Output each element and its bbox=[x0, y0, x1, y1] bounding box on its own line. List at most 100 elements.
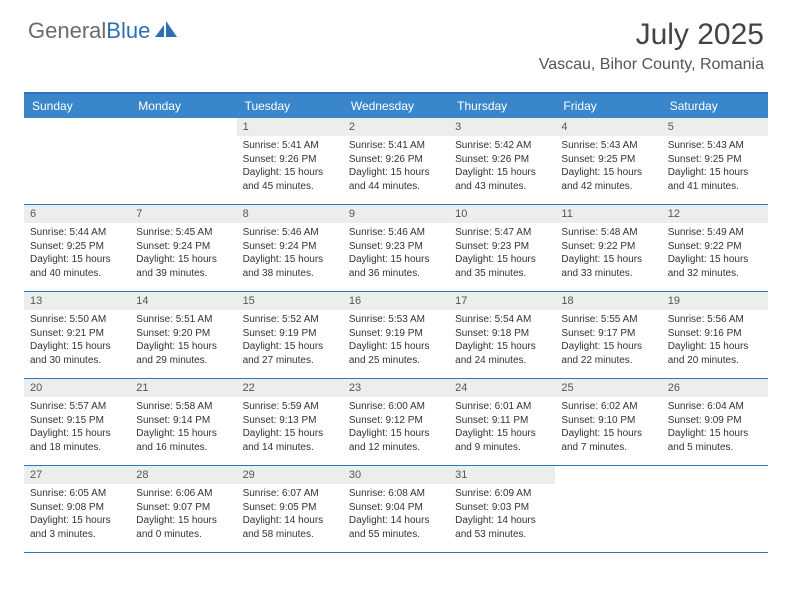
daylight-text: Daylight: 15 hours and 5 minutes. bbox=[668, 427, 762, 454]
sunrise-text: Sunrise: 6:05 AM bbox=[30, 487, 124, 501]
daylight-text: Daylight: 15 hours and 0 minutes. bbox=[136, 514, 230, 541]
day-number: 27 bbox=[24, 466, 130, 484]
daylight-text: Daylight: 15 hours and 20 minutes. bbox=[668, 340, 762, 367]
day-cell bbox=[662, 466, 768, 552]
day-header-wed: Wednesday bbox=[343, 94, 449, 118]
day-cell: 31Sunrise: 6:09 AMSunset: 9:03 PMDayligh… bbox=[449, 466, 555, 552]
day-number: 14 bbox=[130, 292, 236, 310]
day-body: Sunrise: 5:48 AMSunset: 9:22 PMDaylight:… bbox=[555, 223, 661, 285]
sunset-text: Sunset: 9:05 PM bbox=[243, 501, 337, 515]
sunrise-text: Sunrise: 6:01 AM bbox=[455, 400, 549, 414]
sunrise-text: Sunrise: 5:55 AM bbox=[561, 313, 655, 327]
daylight-text: Daylight: 15 hours and 14 minutes. bbox=[243, 427, 337, 454]
day-cell: 1Sunrise: 5:41 AMSunset: 9:26 PMDaylight… bbox=[237, 118, 343, 204]
brand-text-blue: Blue bbox=[106, 18, 150, 43]
daylight-text: Daylight: 15 hours and 33 minutes. bbox=[561, 253, 655, 280]
day-body: Sunrise: 5:41 AMSunset: 9:26 PMDaylight:… bbox=[343, 136, 449, 198]
sunrise-text: Sunrise: 6:02 AM bbox=[561, 400, 655, 414]
day-cell: 22Sunrise: 5:59 AMSunset: 9:13 PMDayligh… bbox=[237, 379, 343, 465]
day-body: Sunrise: 6:02 AMSunset: 9:10 PMDaylight:… bbox=[555, 397, 661, 459]
daylight-text: Daylight: 15 hours and 36 minutes. bbox=[349, 253, 443, 280]
day-number: 31 bbox=[449, 466, 555, 484]
day-number: 25 bbox=[555, 379, 661, 397]
day-number bbox=[555, 466, 661, 472]
sunrise-text: Sunrise: 6:09 AM bbox=[455, 487, 549, 501]
sunset-text: Sunset: 9:11 PM bbox=[455, 414, 549, 428]
day-body: Sunrise: 5:44 AMSunset: 9:25 PMDaylight:… bbox=[24, 223, 130, 285]
day-number: 29 bbox=[237, 466, 343, 484]
day-number: 8 bbox=[237, 205, 343, 223]
title-block: July 2025 Vascau, Bihor County, Romania bbox=[539, 18, 764, 74]
day-body: Sunrise: 5:43 AMSunset: 9:25 PMDaylight:… bbox=[555, 136, 661, 198]
daylight-text: Daylight: 14 hours and 55 minutes. bbox=[349, 514, 443, 541]
day-cell bbox=[24, 118, 130, 204]
brand-text-general: General bbox=[28, 18, 106, 43]
sunrise-text: Sunrise: 5:43 AM bbox=[668, 139, 762, 153]
daylight-text: Daylight: 14 hours and 58 minutes. bbox=[243, 514, 337, 541]
day-body: Sunrise: 5:56 AMSunset: 9:16 PMDaylight:… bbox=[662, 310, 768, 372]
daylight-text: Daylight: 15 hours and 18 minutes. bbox=[30, 427, 124, 454]
location-text: Vascau, Bihor County, Romania bbox=[539, 56, 764, 74]
day-number: 30 bbox=[343, 466, 449, 484]
daylight-text: Daylight: 15 hours and 43 minutes. bbox=[455, 166, 549, 193]
week-row: 20Sunrise: 5:57 AMSunset: 9:15 PMDayligh… bbox=[24, 379, 768, 466]
day-body: Sunrise: 5:46 AMSunset: 9:23 PMDaylight:… bbox=[343, 223, 449, 285]
day-number: 12 bbox=[662, 205, 768, 223]
daylight-text: Daylight: 15 hours and 9 minutes. bbox=[455, 427, 549, 454]
day-number: 15 bbox=[237, 292, 343, 310]
weeks-container: 1Sunrise: 5:41 AMSunset: 9:26 PMDaylight… bbox=[24, 118, 768, 553]
sunset-text: Sunset: 9:21 PM bbox=[30, 327, 124, 341]
day-number bbox=[662, 466, 768, 472]
daylight-text: Daylight: 15 hours and 44 minutes. bbox=[349, 166, 443, 193]
daylight-text: Daylight: 15 hours and 27 minutes. bbox=[243, 340, 337, 367]
day-body: Sunrise: 6:07 AMSunset: 9:05 PMDaylight:… bbox=[237, 484, 343, 546]
sunrise-text: Sunrise: 5:44 AM bbox=[30, 226, 124, 240]
sunrise-text: Sunrise: 5:56 AM bbox=[668, 313, 762, 327]
day-cell: 21Sunrise: 5:58 AMSunset: 9:14 PMDayligh… bbox=[130, 379, 236, 465]
day-number: 9 bbox=[343, 205, 449, 223]
day-body: Sunrise: 6:01 AMSunset: 9:11 PMDaylight:… bbox=[449, 397, 555, 459]
sunset-text: Sunset: 9:15 PM bbox=[30, 414, 124, 428]
day-header-sat: Saturday bbox=[662, 94, 768, 118]
sunset-text: Sunset: 9:19 PM bbox=[243, 327, 337, 341]
day-cell: 13Sunrise: 5:50 AMSunset: 9:21 PMDayligh… bbox=[24, 292, 130, 378]
daylight-text: Daylight: 15 hours and 12 minutes. bbox=[349, 427, 443, 454]
day-cell: 5Sunrise: 5:43 AMSunset: 9:25 PMDaylight… bbox=[662, 118, 768, 204]
sunset-text: Sunset: 9:14 PM bbox=[136, 414, 230, 428]
day-number: 4 bbox=[555, 118, 661, 136]
sunrise-text: Sunrise: 5:45 AM bbox=[136, 226, 230, 240]
day-cell: 29Sunrise: 6:07 AMSunset: 9:05 PMDayligh… bbox=[237, 466, 343, 552]
sunset-text: Sunset: 9:09 PM bbox=[668, 414, 762, 428]
brand-logo: GeneralBlue bbox=[28, 18, 181, 44]
day-cell: 14Sunrise: 5:51 AMSunset: 9:20 PMDayligh… bbox=[130, 292, 236, 378]
sunrise-text: Sunrise: 5:41 AM bbox=[243, 139, 337, 153]
sunrise-text: Sunrise: 5:50 AM bbox=[30, 313, 124, 327]
month-title: July 2025 bbox=[539, 18, 764, 52]
day-number: 13 bbox=[24, 292, 130, 310]
daylight-text: Daylight: 15 hours and 38 minutes. bbox=[243, 253, 337, 280]
day-cell: 2Sunrise: 5:41 AMSunset: 9:26 PMDaylight… bbox=[343, 118, 449, 204]
day-number: 16 bbox=[343, 292, 449, 310]
daylight-text: Daylight: 15 hours and 45 minutes. bbox=[243, 166, 337, 193]
day-cell: 10Sunrise: 5:47 AMSunset: 9:23 PMDayligh… bbox=[449, 205, 555, 291]
sunset-text: Sunset: 9:17 PM bbox=[561, 327, 655, 341]
day-cell: 23Sunrise: 6:00 AMSunset: 9:12 PMDayligh… bbox=[343, 379, 449, 465]
day-cell: 24Sunrise: 6:01 AMSunset: 9:11 PMDayligh… bbox=[449, 379, 555, 465]
day-number bbox=[130, 118, 236, 124]
daylight-text: Daylight: 15 hours and 40 minutes. bbox=[30, 253, 124, 280]
sunrise-text: Sunrise: 6:06 AM bbox=[136, 487, 230, 501]
day-body: Sunrise: 5:59 AMSunset: 9:13 PMDaylight:… bbox=[237, 397, 343, 459]
daylight-text: Daylight: 15 hours and 3 minutes. bbox=[30, 514, 124, 541]
day-cell bbox=[555, 466, 661, 552]
sunset-text: Sunset: 9:18 PM bbox=[455, 327, 549, 341]
day-body: Sunrise: 5:41 AMSunset: 9:26 PMDaylight:… bbox=[237, 136, 343, 198]
day-cell: 4Sunrise: 5:43 AMSunset: 9:25 PMDaylight… bbox=[555, 118, 661, 204]
sunset-text: Sunset: 9:25 PM bbox=[561, 153, 655, 167]
sunrise-text: Sunrise: 5:49 AM bbox=[668, 226, 762, 240]
header: GeneralBlue July 2025 Vascau, Bihor Coun… bbox=[0, 0, 792, 82]
day-body: Sunrise: 5:50 AMSunset: 9:21 PMDaylight:… bbox=[24, 310, 130, 372]
sunset-text: Sunset: 9:23 PM bbox=[349, 240, 443, 254]
sunrise-text: Sunrise: 6:04 AM bbox=[668, 400, 762, 414]
day-cell: 12Sunrise: 5:49 AMSunset: 9:22 PMDayligh… bbox=[662, 205, 768, 291]
calendar: Sunday Monday Tuesday Wednesday Thursday… bbox=[24, 92, 768, 553]
